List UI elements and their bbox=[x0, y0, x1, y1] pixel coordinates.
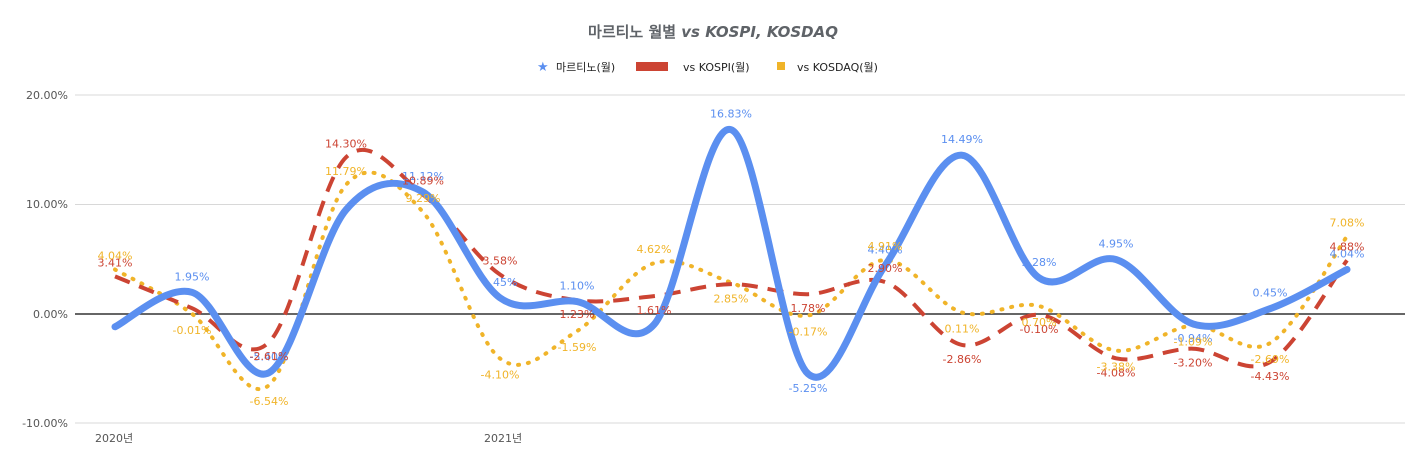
data-label-kospi: 14.30% bbox=[325, 137, 367, 150]
data-label-kospi: 10.89% bbox=[402, 175, 444, 188]
data-label-martino: 4.40% bbox=[868, 244, 903, 257]
data-label-martino: 0.45% bbox=[1253, 287, 1288, 300]
data-label-kosdaq: 4.62% bbox=[637, 243, 672, 256]
legend-martino-label: 마르티노(월) bbox=[556, 61, 615, 74]
data-label-kosdaq: -0.01% bbox=[173, 324, 212, 337]
chart-title: 마르티노 월별 vs KOSPI, KOSDAQ bbox=[588, 23, 838, 41]
series-line-kosdaq bbox=[113, 170, 1349, 391]
data-label-kospi: 3.58% bbox=[483, 255, 518, 268]
data-label-kospi: -0.10% bbox=[1020, 323, 1059, 336]
series-line-kospi bbox=[114, 147, 1349, 369]
data-label-kospi: -2.86% bbox=[943, 353, 982, 366]
x-tick-label-2021: 2021년 bbox=[484, 432, 522, 445]
legend-kosdaq-swatch bbox=[777, 62, 785, 70]
data-label-kosdaq: 4.91% bbox=[868, 240, 903, 253]
data-label-kospi: -3.20% bbox=[1174, 357, 1213, 370]
data-label-kospi: 3.41% bbox=[98, 256, 133, 269]
x-tick-label-2020: 2020년 bbox=[95, 432, 133, 445]
legend-kospi-label: vs KOSPI(월) bbox=[683, 61, 750, 74]
data-label-kosdaq: -1.59% bbox=[558, 341, 597, 354]
data-label-kosdaq: -1.09% bbox=[1174, 336, 1213, 349]
chart-grid bbox=[75, 94, 1405, 424]
data-label-martino: 1.95% bbox=[175, 270, 210, 283]
data-label-martino: 4.04% bbox=[1330, 247, 1365, 260]
chart-title-prefix: 마르티노 월별 bbox=[588, 23, 681, 41]
legend-kospi-swatch bbox=[636, 62, 668, 71]
data-label-kosdaq: -4.10% bbox=[481, 368, 520, 381]
data-label-kosdaq: -0.17% bbox=[789, 326, 828, 339]
data-label-kosdaq: 11.79% bbox=[325, 165, 367, 178]
data-label-kospi: 1.23% bbox=[560, 308, 595, 321]
y-tick-label: 0.00% bbox=[33, 308, 68, 321]
chart-title-emphasis: vs KOSPI, KOSDAQ bbox=[681, 23, 838, 41]
data-label-martino: 3.28% bbox=[1022, 256, 1057, 269]
data-label-kosdaq: 4.04% bbox=[98, 249, 133, 262]
y-axis: 20.00% 10.00% 0.00% -10.00% bbox=[22, 89, 68, 430]
data-label-kosdaq: 2.85% bbox=[714, 293, 749, 306]
data-label-kospi: -2.61% bbox=[250, 350, 289, 363]
data-label-kosdaq: 0.70% bbox=[1022, 316, 1057, 329]
data-label-martino: -5.40% bbox=[250, 351, 289, 364]
data-label-martino: 1.45% bbox=[483, 276, 518, 289]
data-label-kosdaq: 0.11% bbox=[945, 322, 980, 335]
data-label-kosdaq: 9.29% bbox=[406, 192, 441, 205]
y-tick-label: -10.00% bbox=[22, 417, 68, 430]
data-label-kosdaq: -2.69% bbox=[1251, 353, 1290, 366]
data-label-kosdaq: 7.08% bbox=[1330, 216, 1365, 229]
x-axis: 2020년 2021년 bbox=[95, 432, 522, 445]
data-label-kospi: 1.78% bbox=[791, 302, 826, 315]
data-label-kosdaq: -3.38% bbox=[1097, 361, 1136, 374]
y-tick-label: 20.00% bbox=[26, 89, 68, 102]
data-label-kospi: -4.43% bbox=[1251, 370, 1290, 383]
y-tick-label: 10.00% bbox=[26, 198, 68, 211]
data-label-martino: 1.10% bbox=[560, 280, 595, 293]
series-layer bbox=[111, 126, 1351, 391]
data-label-martino: 16.83% bbox=[710, 108, 752, 121]
series-line-martino bbox=[111, 126, 1351, 381]
data-label-martino: 11.12% bbox=[402, 170, 444, 183]
data-label-martino: -5.25% bbox=[789, 382, 828, 395]
data-label-kospi: 4.88% bbox=[1330, 240, 1365, 253]
data-label-martino: 14.49% bbox=[941, 133, 983, 146]
legend-kosdaq-label: vs KOSDAQ(월) bbox=[797, 61, 878, 74]
data-label-martino: 4.95% bbox=[1099, 238, 1134, 251]
data-label-kospi: 2.90% bbox=[868, 262, 903, 275]
legend-star-icon: ★ bbox=[537, 60, 549, 75]
data-label-martino: -0.94% bbox=[1174, 332, 1213, 345]
data-label-kospi: -4.08% bbox=[1097, 366, 1136, 379]
data-label-layer: 1.95% -5.40% 11.12% 1.45% 1.10% 16.83% -5.25% 4… bbox=[98, 108, 1365, 409]
chart-legend: ★ 마르티노(월) vs KOSPI(월) vs KOSDAQ(월) bbox=[537, 60, 878, 75]
data-label-kospi: 1.61% bbox=[637, 304, 672, 317]
data-label-kosdaq: -6.54% bbox=[250, 395, 289, 408]
